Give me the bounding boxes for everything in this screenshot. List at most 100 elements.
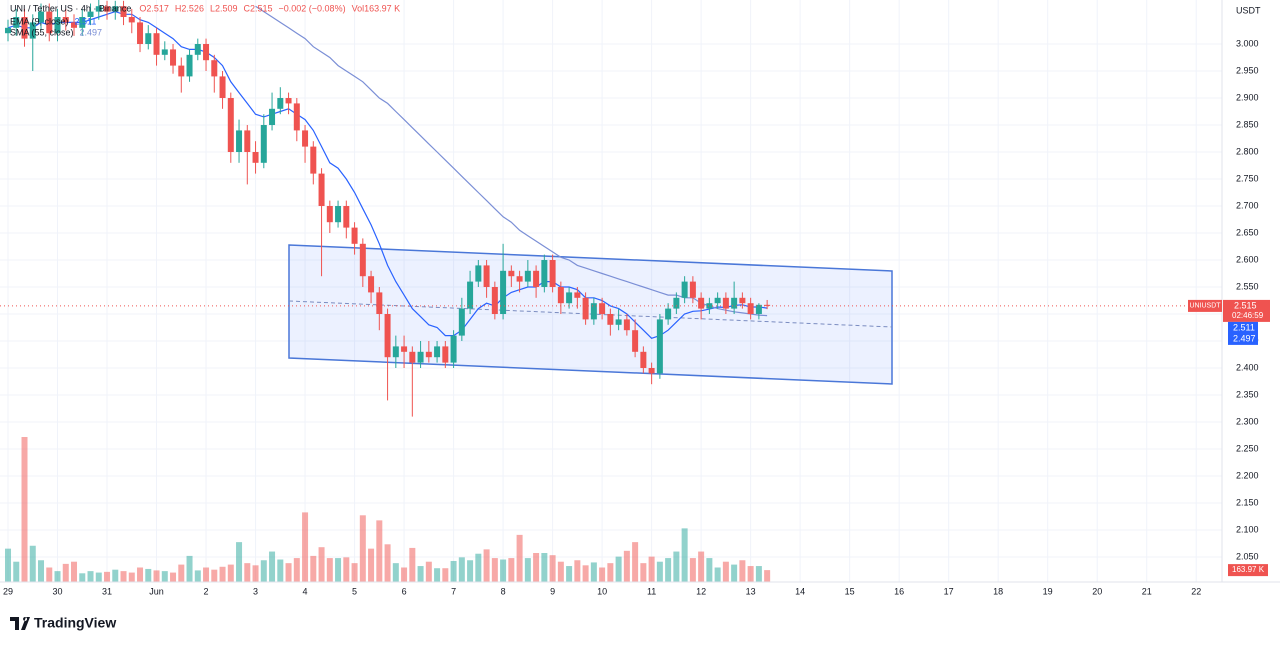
volume-bar bbox=[500, 559, 507, 582]
y-tick-label: 2.750 bbox=[1236, 173, 1259, 183]
legend: UNI / Tether US · 4h · Binance bbox=[10, 3, 131, 13]
volume-bar bbox=[335, 558, 342, 582]
legend-ohlc: C2.515 bbox=[243, 3, 272, 13]
y-tick-label: 2.100 bbox=[1236, 524, 1259, 534]
x-tick-label: 4 bbox=[303, 586, 308, 596]
volume-bar bbox=[302, 512, 309, 582]
volume-bar bbox=[104, 571, 111, 582]
volume-bar bbox=[244, 563, 251, 582]
pane bbox=[0, 0, 1222, 582]
candle-body bbox=[566, 292, 573, 304]
candle-body bbox=[302, 130, 309, 147]
volume-bar bbox=[722, 561, 729, 582]
candle-body bbox=[269, 108, 276, 126]
volume-bar bbox=[260, 560, 267, 582]
volume-bar bbox=[516, 534, 523, 582]
legend-ohlc: O2.517 bbox=[139, 3, 169, 13]
candle-body bbox=[656, 319, 663, 374]
volume-bar bbox=[62, 563, 69, 582]
candle-body bbox=[450, 335, 457, 363]
candle-body bbox=[557, 287, 564, 304]
legend-indicator-value: 2.497 bbox=[80, 27, 103, 37]
y-tick-label: 2.200 bbox=[1236, 470, 1259, 480]
candle-body bbox=[120, 6, 127, 18]
volume-bar bbox=[450, 560, 457, 582]
price-tag-countdown: 02:46:59 bbox=[1232, 311, 1264, 320]
candle-body bbox=[442, 346, 449, 363]
y-tick-label: 2.400 bbox=[1236, 362, 1259, 372]
legend-change: −0.002 (−0.08%) bbox=[279, 3, 346, 13]
candle-body bbox=[392, 346, 399, 358]
candle-body bbox=[13, 17, 20, 28]
candle-body bbox=[384, 314, 391, 358]
legend-volume: Vol163.97 K bbox=[352, 3, 401, 13]
volume-bar bbox=[211, 569, 218, 582]
volume-bar bbox=[112, 569, 119, 582]
volume-bar bbox=[483, 549, 490, 582]
volume-bar bbox=[566, 566, 573, 582]
volume-bar bbox=[318, 547, 325, 582]
candle-body bbox=[689, 281, 696, 298]
volume-bar bbox=[524, 558, 531, 582]
volume-bar bbox=[285, 563, 292, 582]
volume-bar bbox=[665, 558, 672, 582]
volume-bar bbox=[475, 553, 482, 582]
candle-body bbox=[491, 287, 498, 315]
candle-body bbox=[170, 49, 177, 66]
candle-body bbox=[87, 11, 94, 18]
volume-tag: 163.97 K bbox=[1232, 565, 1265, 574]
volume-bar bbox=[689, 558, 696, 582]
x-tick-label: 6 bbox=[402, 586, 407, 596]
volume-bar bbox=[467, 560, 474, 582]
x-tick-label: 8 bbox=[501, 586, 506, 596]
y-tick-label: 2.050 bbox=[1236, 551, 1259, 561]
candle-body bbox=[335, 206, 342, 223]
legend-ohlc: L2.509 bbox=[210, 3, 238, 13]
volume-bar bbox=[607, 563, 614, 582]
candle-body bbox=[549, 260, 556, 288]
candle-body bbox=[46, 11, 53, 34]
volume-bar bbox=[549, 555, 556, 582]
volume-bar bbox=[38, 560, 45, 582]
y-tick-label: 2.700 bbox=[1236, 200, 1259, 210]
candle-body bbox=[186, 54, 193, 77]
candle-body bbox=[5, 27, 12, 34]
candle-body bbox=[153, 33, 160, 55]
candle-body bbox=[541, 260, 548, 288]
y-tick-label: 2.850 bbox=[1236, 119, 1259, 129]
volume-bar bbox=[417, 566, 424, 582]
volume-bar bbox=[557, 561, 564, 582]
volume bbox=[5, 437, 771, 582]
volume-bar bbox=[714, 567, 721, 582]
volume-bar bbox=[731, 564, 738, 582]
candle-body bbox=[21, 17, 28, 39]
candle-body bbox=[640, 351, 647, 369]
volume-bar bbox=[178, 564, 185, 582]
volume-bar bbox=[739, 560, 746, 582]
channel-mid bbox=[288, 300, 893, 328]
x-tick-label: 30 bbox=[53, 586, 63, 596]
candle-body bbox=[128, 17, 135, 23]
indicator-tag-bg bbox=[1228, 332, 1258, 345]
volume-bar bbox=[227, 564, 234, 582]
x-tick-label: 5 bbox=[352, 586, 357, 596]
volume-bar bbox=[434, 568, 441, 582]
volume-bar bbox=[54, 571, 61, 582]
volume-bar bbox=[458, 557, 465, 582]
candle-body bbox=[516, 276, 523, 282]
volume-bar bbox=[277, 559, 284, 582]
candle-body bbox=[524, 270, 531, 282]
volume-bar bbox=[401, 567, 408, 582]
volume-bar bbox=[582, 565, 589, 582]
x-tick-label: 2 bbox=[204, 586, 209, 596]
volume-bar bbox=[590, 562, 597, 582]
candle-body bbox=[219, 76, 226, 99]
x-tick-label: 15 bbox=[845, 586, 855, 596]
legend-indicator-name: SMA (55, close) bbox=[10, 27, 74, 37]
volume-bar bbox=[269, 551, 276, 582]
candle-body bbox=[599, 303, 606, 315]
brand: TradingView bbox=[10, 615, 116, 631]
candle-body bbox=[475, 265, 482, 282]
volume-bar bbox=[574, 560, 581, 582]
candle-body bbox=[29, 22, 36, 39]
